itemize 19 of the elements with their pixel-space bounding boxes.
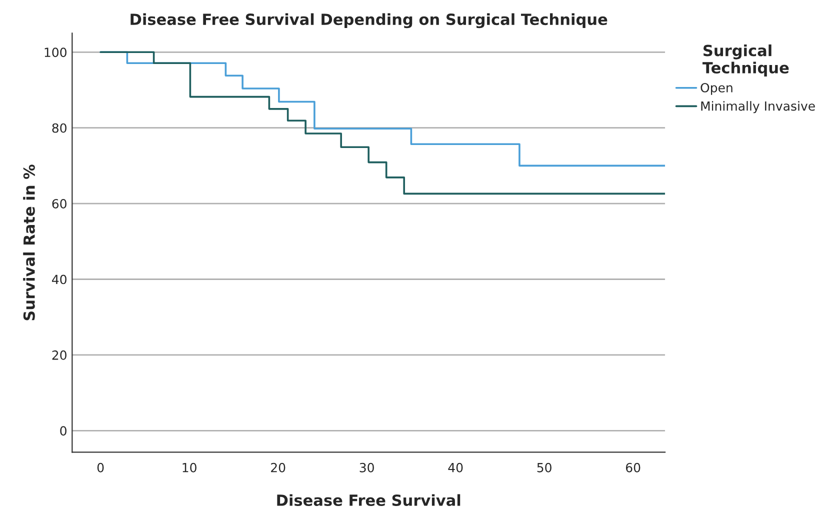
y-tick-label: 20 [52,350,66,360]
y-tick-label: 80 [52,123,66,133]
y-axis-title: Survival Rate in % [23,164,35,320]
x-tick-label: 10 [182,462,196,472]
x-tick-label: 40 [448,462,463,472]
x-tick-label: 60 [626,462,640,472]
legend-title: Surgical Technique [702,44,789,76]
x-tick-label: 20 [271,462,286,472]
y-tick-label: 40 [52,274,66,284]
x-tick-label: 0 [97,462,104,472]
y-tick-label: 60 [52,199,66,208]
y-tick-label: 100 [44,48,66,58]
x-tick-label: 30 [360,462,374,472]
y-tick-label: 0 [60,426,66,436]
x-tick-label: 50 [537,462,552,472]
legend-label: Open [700,82,732,95]
chart-title: Disease Free Survival Depending on Surgical Technique [130,13,608,28]
legend-label: Minimally Invasive [701,101,815,114]
x-axis-title: Disease Free Survival [277,494,460,506]
